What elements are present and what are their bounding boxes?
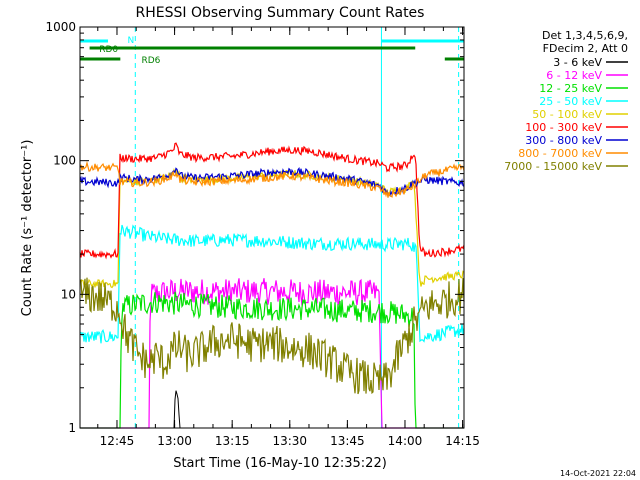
legend-entry-0: 3 - 6 keV (553, 56, 602, 69)
x-tick-label-6: 14:15 (445, 434, 480, 448)
x-tick-label-4: 13:45 (330, 434, 365, 448)
annotation-label-rd0: RD0 (99, 45, 118, 55)
y-tick-label-3: 1000 (45, 20, 76, 34)
y-tick-label-1: 10 (61, 287, 76, 301)
legend-entry-1: 6 - 12 keV (546, 69, 602, 82)
series-line-3 (79, 224, 465, 344)
legend-entry-4: 50 - 100 keV (532, 108, 602, 121)
x-tick-label-0: 12:45 (100, 434, 135, 448)
series-line-5 (79, 142, 465, 260)
x-tick-label-2: 13:15 (215, 434, 250, 448)
x-axis-label: Start Time (16-May-10 12:35:22) (173, 456, 387, 471)
legend-entry-6: 300 - 800 keV (525, 134, 602, 147)
annotation-label-rd6: RD6 (141, 56, 160, 66)
legend-entry-2: 12 - 25 keV (539, 82, 602, 95)
series-line-2 (80, 291, 464, 429)
legend-entry-3: 25 - 50 keV (539, 95, 602, 108)
y-tick-label-2: 100 (53, 154, 76, 168)
y-tick-label-0: 1 (68, 421, 76, 435)
chart-title: RHESSI Observing Summary Count Rates (136, 5, 425, 21)
legend-entry-5: 100 - 300 keV (525, 121, 602, 134)
x-tick-label-5: 14:00 (388, 434, 423, 448)
legend-header-1: FDecim 2, Att 0 (543, 42, 628, 55)
plot-frame (79, 26, 465, 429)
axes: 1 10 100 1000 12:45 13:00 13:15 13:30 13:45 14:00… (45, 20, 479, 448)
legend-header-0: Det 1,3,4,5,6,9, (542, 29, 628, 42)
annotation-label-n: N (128, 36, 135, 46)
y-axis-label: Count Rate (s⁻¹ detector⁻¹) (20, 140, 35, 317)
footer-timestamp: 14-Oct-2021 22:04 (560, 469, 636, 478)
x-tick-label-3: 13:30 (272, 434, 307, 448)
legend-entry-7: 800 - 7000 keV (518, 147, 602, 160)
x-tick-label-1: 13:00 (157, 434, 192, 448)
legend: Det 1,3,4,5,6,9,FDecim 2, Att 03 - 6 keV… (504, 29, 628, 173)
series-line-8 (79, 277, 465, 395)
series-line-7 (79, 160, 465, 198)
legend-entry-8: 7000 - 15000 keV (504, 160, 602, 173)
